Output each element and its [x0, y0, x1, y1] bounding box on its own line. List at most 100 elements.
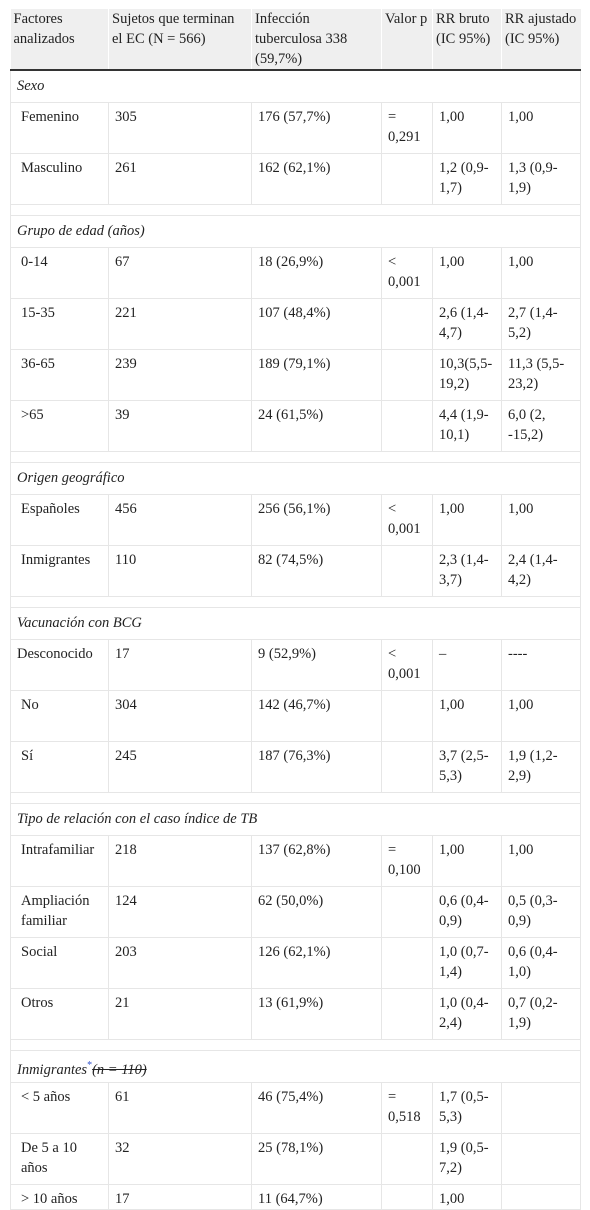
table-row: > 10 años 17 11 (64,7%) 1,00 [10, 1184, 581, 1210]
section-row-relacion: Tipo de relación con el caso índice de T… [10, 803, 581, 836]
row-label: Ampliación familiar [10, 886, 109, 938]
cell-rr-ajustado [501, 1184, 581, 1210]
section-title-sexo: Sexo [10, 69, 581, 103]
section-title-edad: Grupo de edad (años) [10, 215, 581, 248]
cell-infeccion: 25 (78,1%) [251, 1133, 382, 1185]
table-row: Femenino 305 176 (57,7%) = 0,291 1,00 1,… [10, 102, 581, 154]
cell-infeccion: 126 (62,1%) [251, 937, 382, 989]
table-row: < 5 años 61 46 (75,4%) = 0,518 1,7 (0,5-… [10, 1082, 581, 1134]
cell-p [381, 1133, 433, 1185]
cell-n: 39 [108, 400, 252, 452]
cell-rr-bruto: 1,00 [432, 494, 502, 546]
cell-rr-ajustado: 2,7 (1,4-5,2) [501, 298, 581, 350]
cell-rr-ajustado: 1,00 [501, 494, 581, 546]
table-body: Sexo Femenino 305 176 (57,7%) = 0,291 1,… [10, 69, 581, 1210]
cell-n: 110 [108, 545, 252, 597]
section-row-origen: Origen geográfico [10, 462, 581, 495]
row-label: Desconocido [10, 639, 109, 691]
header-rr-ajustado: RR ajustado (IC 95%) [501, 9, 581, 71]
cell-rr-ajustado: ---- [501, 639, 581, 691]
section-title-inmigrantes: Inmigrantes*(n = 110) [10, 1050, 581, 1083]
cell-n: 124 [108, 886, 252, 938]
cell-rr-ajustado: 1,3 (0,9-1,9) [501, 153, 581, 205]
cell-infeccion: 24 (61,5%) [251, 400, 382, 452]
cell-n: 239 [108, 349, 252, 401]
table-row: Otros 21 13 (61,9%) 1,0 (0,4-2,4) 0,7 (0… [10, 988, 581, 1040]
cell-infeccion: 107 (48,4%) [251, 298, 382, 350]
cell-rr-ajustado [501, 1133, 581, 1185]
cell-rr-bruto: 2,3 (1,4-3,7) [432, 545, 502, 597]
cell-rr-bruto: 3,7 (2,5-5,3) [432, 741, 502, 793]
cell-n: 456 [108, 494, 252, 546]
section-row-bcg: Vacunación con BCG [10, 607, 581, 640]
cell-infeccion: 137 (62,8%) [251, 835, 382, 887]
row-label: < 5 años [10, 1082, 109, 1134]
header-sujetos: Sujetos que terminan el EC (N = 566) [108, 9, 252, 71]
row-label: No [10, 690, 109, 742]
cell-n: 32 [108, 1133, 252, 1185]
header-row: Factores analizados Sujetos que terminan… [10, 9, 581, 71]
cell-infeccion: 11 (64,7%) [251, 1184, 382, 1210]
table-row: 0-14 67 18 (26,9%) < 0,001 1,00 1,00 [10, 247, 581, 299]
cell-infeccion: 256 (56,1%) [251, 494, 382, 546]
cell-rr-ajustado: 1,00 [501, 835, 581, 887]
cell-p [381, 153, 433, 205]
results-table: Factores analizados Sujetos que terminan… [10, 9, 581, 1210]
table-row: Inmigrantes 110 82 (74,5%) 2,3 (1,4-3,7)… [10, 545, 581, 597]
table-row: Ampliación familiar 124 62 (50,0%) 0,6 (… [10, 886, 581, 938]
cell-infeccion: 189 (79,1%) [251, 349, 382, 401]
cell-n: 261 [108, 153, 252, 205]
table-row: De 5 a 10 años 32 25 (78,1%) 1,9 (0,5-7,… [10, 1133, 581, 1185]
table-row: Desconocido 17 9 (52,9%) < 0,001 – ---- [10, 639, 581, 691]
row-label: De 5 a 10 años [10, 1133, 109, 1185]
section-gap [10, 451, 581, 463]
cell-rr-ajustado: 0,7 (0,2-1,9) [501, 988, 581, 1040]
row-label: Social [10, 937, 109, 989]
gap-cell [10, 1039, 581, 1051]
section-title-inmigrantes-n: (n = 110) [92, 1061, 147, 1078]
row-label: Sí [10, 741, 109, 793]
table-row: Masculino 261 162 (62,1%) 1,2 (0,9-1,7) … [10, 153, 581, 205]
table-row: >65 39 24 (61,5%) 4,4 (1,9-10,1) 6,0 (2,… [10, 400, 581, 452]
cell-rr-ajustado: 1,00 [501, 247, 581, 299]
cell-rr-bruto: 1,00 [432, 247, 502, 299]
header-infeccion: Infección tuberculosa 338 (59,7%) [251, 9, 382, 71]
cell-rr-bruto: 4,4 (1,9-10,1) [432, 400, 502, 452]
footnote-link[interactable]: * [87, 1060, 93, 1071]
cell-infeccion: 82 (74,5%) [251, 545, 382, 597]
cell-p: < 0,001 [381, 247, 433, 299]
section-title-relacion: Tipo de relación con el caso índice de T… [10, 803, 581, 836]
results-table-container: Factores analizados Sujetos que terminan… [10, 9, 581, 1210]
cell-p [381, 886, 433, 938]
cell-rr-bruto: 1,7 (0,5-5,3) [432, 1082, 502, 1134]
section-gap [10, 596, 581, 608]
cell-n: 17 [108, 639, 252, 691]
header-rr-bruto: RR bruto (IC 95%) [432, 9, 502, 71]
cell-rr-bruto: 1,9 (0,5-7,2) [432, 1133, 502, 1185]
cell-n: 305 [108, 102, 252, 154]
cell-rr-bruto: 1,00 [432, 835, 502, 887]
cell-p [381, 400, 433, 452]
section-title-bcg: Vacunación con BCG [10, 607, 581, 640]
cell-n: 61 [108, 1082, 252, 1134]
cell-n: 218 [108, 835, 252, 887]
header-valor-p: Valor p [381, 9, 433, 71]
table-row: 36-65 239 189 (79,1%) 10,3(5,5-19,2) 11,… [10, 349, 581, 401]
section-title-inmigrantes-text: Inmigrantes [17, 1061, 88, 1078]
table-row: Social 203 126 (62,1%) 1,0 (0,7-1,4) 0,6… [10, 937, 581, 989]
row-label: Intrafamiliar [10, 835, 109, 887]
cell-rr-ajustado: 0,6 (0,4-1,0) [501, 937, 581, 989]
table-row: 15-35 221 107 (48,4%) 2,6 (1,4-4,7) 2,7 … [10, 298, 581, 350]
cell-n: 21 [108, 988, 252, 1040]
row-label: Españoles [10, 494, 109, 546]
cell-p: < 0,001 [381, 494, 433, 546]
cell-p: = 0,100 [381, 835, 433, 887]
cell-rr-ajustado: 1,00 [501, 102, 581, 154]
cell-p [381, 298, 433, 350]
cell-rr-ajustado: 6,0 (2, -15,2) [501, 400, 581, 452]
table-row: Intrafamiliar 218 137 (62,8%) = 0,100 1,… [10, 835, 581, 887]
cell-rr-bruto: 1,00 [432, 102, 502, 154]
row-label: >65 [10, 400, 109, 452]
section-gap [10, 792, 581, 804]
row-label: 15-35 [10, 298, 109, 350]
